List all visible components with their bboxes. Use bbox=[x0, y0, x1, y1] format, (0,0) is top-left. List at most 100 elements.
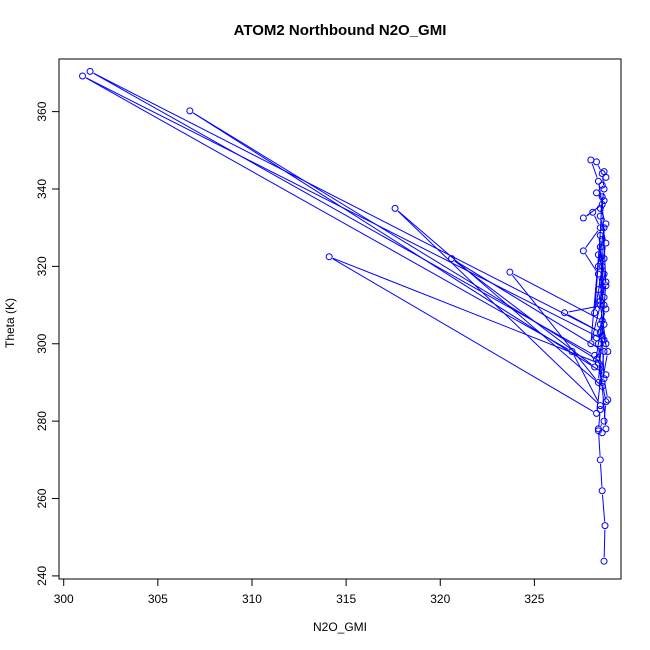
data-point bbox=[602, 340, 610, 348]
data-point bbox=[600, 293, 608, 301]
x-tick-label: 300 bbox=[54, 592, 74, 606]
data-point bbox=[593, 409, 601, 417]
series-segment bbox=[193, 112, 594, 358]
data-point bbox=[593, 158, 601, 166]
data-point bbox=[596, 204, 604, 212]
data-point bbox=[598, 317, 606, 325]
data-point bbox=[591, 351, 599, 359]
data-point bbox=[594, 177, 602, 185]
data-point bbox=[602, 282, 610, 290]
data-point bbox=[602, 173, 610, 181]
series-segment bbox=[594, 215, 599, 225]
data-point bbox=[600, 557, 608, 565]
data-point bbox=[594, 251, 602, 259]
data-point bbox=[596, 456, 604, 464]
data-point bbox=[594, 286, 602, 294]
data-point bbox=[602, 305, 610, 313]
data-point bbox=[600, 185, 608, 193]
series-segment bbox=[332, 258, 594, 412]
data-point bbox=[579, 247, 587, 255]
data-point bbox=[600, 375, 608, 383]
data-point bbox=[591, 363, 599, 371]
data-point bbox=[596, 328, 604, 336]
data-point bbox=[600, 336, 608, 344]
series-segment bbox=[586, 213, 590, 217]
x-axis: 300 305 310 315 320 325 bbox=[54, 578, 545, 606]
series-segment bbox=[85, 77, 569, 350]
plot-frame bbox=[58, 58, 622, 580]
data-point bbox=[186, 107, 194, 115]
series-segment bbox=[573, 354, 599, 403]
data-point bbox=[598, 378, 606, 386]
y-tick-label: 260 bbox=[35, 488, 49, 508]
data-point bbox=[602, 371, 610, 379]
data-point bbox=[587, 156, 595, 164]
series-segment bbox=[93, 72, 597, 331]
data-point bbox=[598, 170, 606, 178]
data-point bbox=[593, 334, 601, 342]
data-point bbox=[598, 200, 606, 208]
data-point bbox=[596, 243, 604, 251]
data-point bbox=[600, 197, 608, 205]
series-segment bbox=[591, 163, 598, 178]
series-segment bbox=[454, 260, 592, 365]
data-point bbox=[594, 425, 602, 433]
series-segment bbox=[597, 165, 601, 171]
data-point bbox=[598, 235, 606, 243]
chart-title: ATOM2 Northbound N2O_GMI bbox=[234, 22, 447, 39]
y-tick-label: 280 bbox=[35, 411, 49, 431]
y-tick-label: 340 bbox=[35, 179, 49, 199]
data-point bbox=[596, 320, 604, 328]
data-point bbox=[594, 378, 602, 386]
series-segment bbox=[602, 386, 606, 398]
x-tick-label: 315 bbox=[336, 592, 356, 606]
series-segment bbox=[596, 355, 605, 410]
y-tick-label: 360 bbox=[35, 101, 49, 121]
data-point bbox=[598, 429, 606, 437]
data-point bbox=[600, 320, 608, 328]
data-point bbox=[593, 189, 601, 197]
y-axis-label: Theta (K) bbox=[3, 298, 17, 348]
series-segment bbox=[512, 274, 597, 380]
data-point bbox=[594, 262, 602, 270]
data-point bbox=[579, 214, 587, 222]
series-segment bbox=[397, 210, 600, 385]
data-point bbox=[602, 278, 610, 286]
data-point bbox=[596, 297, 604, 305]
data-point bbox=[600, 168, 608, 176]
series-layer bbox=[79, 67, 612, 565]
data-point bbox=[391, 204, 399, 212]
data-point bbox=[596, 301, 604, 309]
data-point bbox=[591, 309, 599, 317]
data-point bbox=[604, 348, 612, 355]
data-point bbox=[593, 355, 601, 363]
data-point bbox=[448, 255, 456, 263]
data-point bbox=[594, 359, 602, 367]
series-segment bbox=[598, 413, 601, 427]
y-tick-label: 240 bbox=[35, 566, 49, 586]
data-point bbox=[602, 425, 610, 433]
data-point bbox=[600, 255, 608, 263]
series-segment bbox=[603, 529, 606, 558]
data-point bbox=[596, 406, 604, 414]
data-point bbox=[598, 382, 606, 390]
data-point bbox=[600, 301, 608, 309]
series-segment bbox=[454, 260, 601, 350]
data-point bbox=[325, 253, 333, 261]
data-point bbox=[587, 340, 595, 348]
series-segment bbox=[513, 273, 599, 320]
x-tick-label: 325 bbox=[524, 592, 544, 606]
data-point bbox=[598, 181, 606, 189]
series-segment bbox=[93, 72, 592, 354]
data-point bbox=[600, 270, 608, 278]
data-point bbox=[594, 270, 602, 278]
data-point bbox=[600, 348, 608, 355]
data-point bbox=[602, 398, 610, 406]
data-point bbox=[598, 193, 606, 201]
x-tick-label: 310 bbox=[242, 592, 262, 606]
data-point bbox=[596, 224, 604, 232]
series-segment bbox=[332, 257, 595, 363]
series-segment bbox=[600, 424, 603, 426]
data-point bbox=[604, 396, 612, 404]
